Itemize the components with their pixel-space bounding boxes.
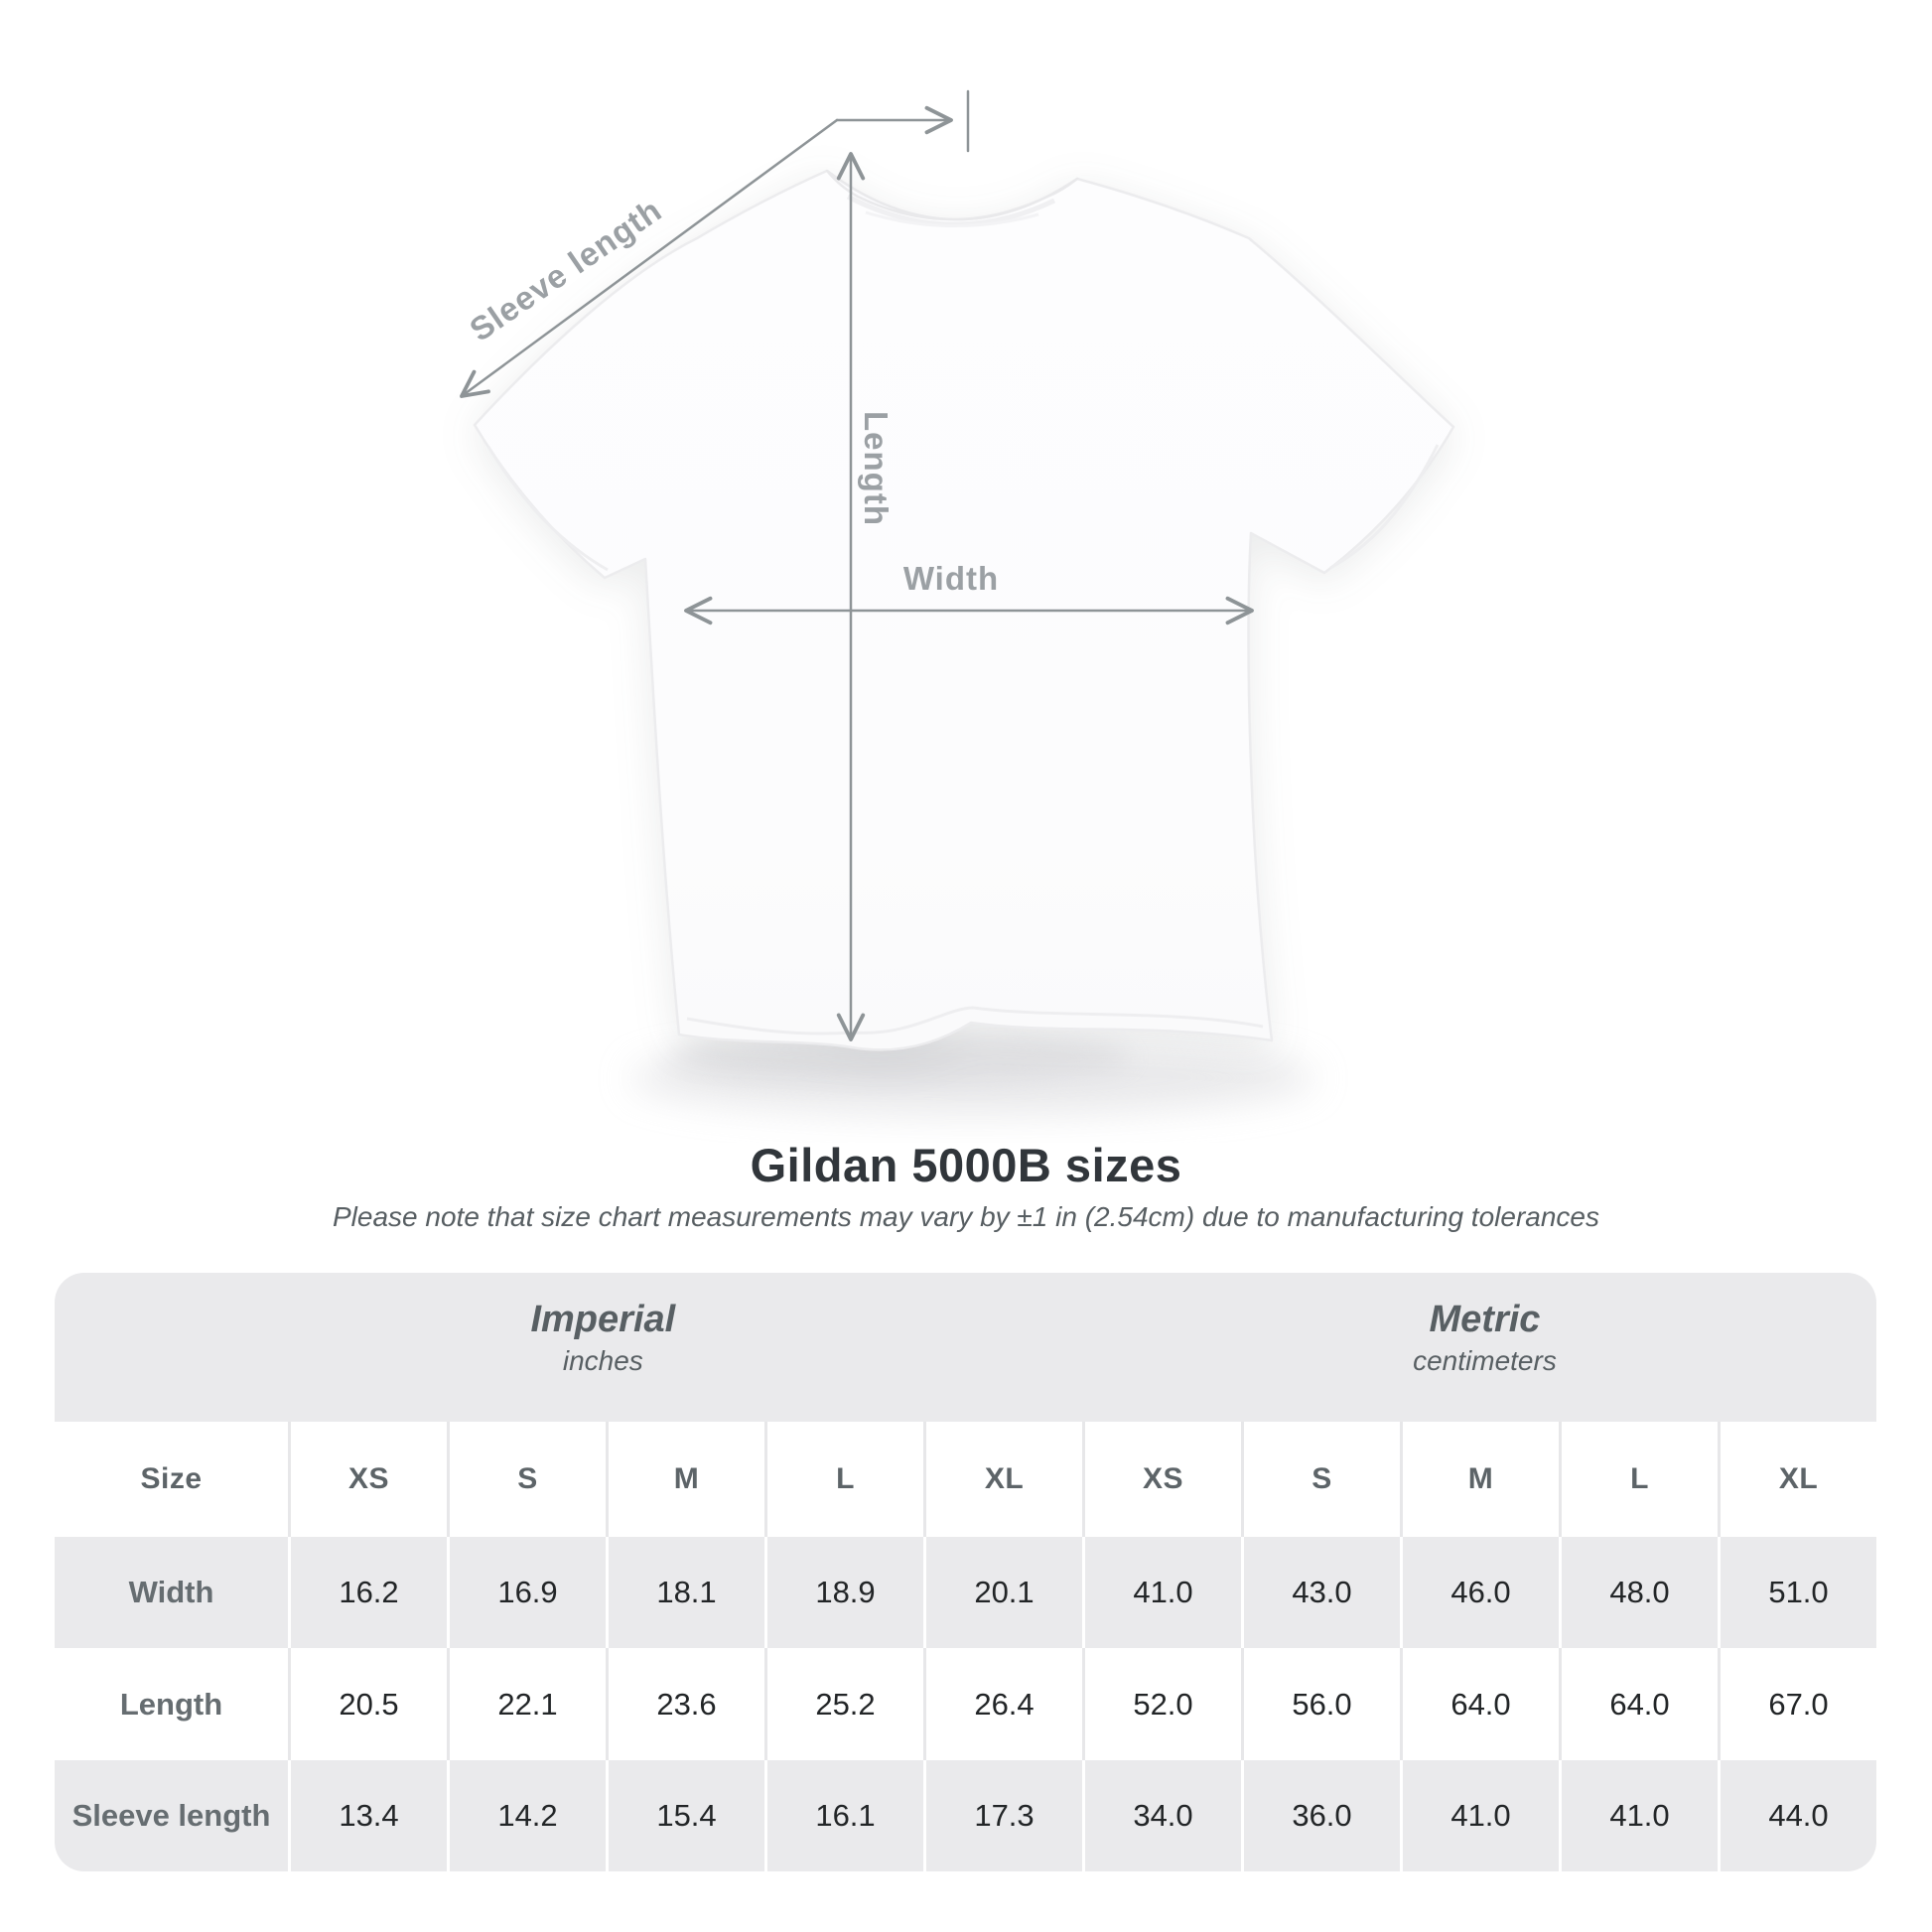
cell-width-metric-s: 43.0 <box>1241 1537 1400 1648</box>
cell-sleeve-length-imperial-m: 15.4 <box>606 1760 764 1871</box>
metric-header-unit: centimeters <box>1413 1345 1557 1376</box>
cell-width-imperial-xs: 16.2 <box>288 1537 447 1648</box>
cell-sleeve-length-metric-s: 36.0 <box>1241 1760 1400 1871</box>
size-col-header-metric-m: M <box>1400 1422 1559 1537</box>
size-col-header-imperial-xl: XL <box>923 1422 1082 1537</box>
cell-sleeve-length-imperial-l: 16.1 <box>764 1760 923 1871</box>
size-header-row: Size XS S M L XL XS S M L XL <box>55 1422 1876 1537</box>
cell-width-metric-xl: 51.0 <box>1718 1537 1876 1648</box>
row-label-length: Length <box>119 1686 223 1722</box>
size-col-header-imperial-s: S <box>447 1422 606 1537</box>
size-col-header-imperial-l: L <box>764 1422 923 1537</box>
size-col-header-imperial-m: M <box>606 1422 764 1537</box>
row-label-width: Width <box>128 1575 214 1609</box>
cell-length-imperial-xs: 20.5 <box>288 1648 447 1760</box>
table-row-sleeve-length: Sleeve length 13.4 14.2 15.4 16.1 17.3 34.0 36.… <box>55 1760 1876 1871</box>
size-col-header-metric-xs: XS <box>1082 1422 1241 1537</box>
collar <box>825 169 1079 221</box>
left-cuff-seam <box>486 446 609 572</box>
tshirt-graphic <box>473 169 1455 1051</box>
cell-sleeve-length-metric-xs: 34.0 <box>1082 1760 1241 1871</box>
cell-width-imperial-s: 16.9 <box>447 1537 606 1648</box>
cell-sleeve-length-imperial-s: 14.2 <box>447 1760 606 1871</box>
size-header-label: Size <box>140 1462 203 1495</box>
size-col-header-metric-s: S <box>1241 1422 1400 1537</box>
cell-sleeve-length-imperial-xs: 13.4 <box>288 1760 447 1871</box>
tshirt-shadow-core <box>665 1035 1132 1082</box>
imperial-header-title: Imperial <box>530 1299 676 1340</box>
hem-seam <box>686 1006 1264 1035</box>
cell-width-metric-m: 46.0 <box>1400 1537 1559 1648</box>
cell-length-imperial-l: 25.2 <box>764 1648 923 1760</box>
imperial-header-unit: inches <box>562 1345 643 1376</box>
cell-length-metric-xl: 67.0 <box>1718 1648 1876 1760</box>
size-col-header-metric-xl: XL <box>1718 1422 1876 1537</box>
cell-length-metric-s: 56.0 <box>1241 1648 1400 1760</box>
cell-sleeve-length-metric-l: 41.0 <box>1559 1760 1718 1871</box>
unit-header-band: Imperial inches Metric centimeters <box>55 1273 1876 1422</box>
metric-header-title: Metric <box>1429 1299 1541 1340</box>
cell-length-imperial-xl: 26.4 <box>923 1648 1082 1760</box>
right-cuff-seam <box>1329 444 1440 570</box>
cell-width-metric-l: 48.0 <box>1559 1537 1718 1648</box>
cell-length-imperial-m: 23.6 <box>606 1648 764 1760</box>
width-label: Width <box>902 560 1000 597</box>
metric-header: Metric centimeters <box>1413 1299 1557 1376</box>
row-label-sleeve-length: Sleeve length <box>71 1798 271 1833</box>
cell-sleeve-length-imperial-xl: 17.3 <box>923 1760 1082 1871</box>
cell-sleeve-length-metric-m: 41.0 <box>1400 1760 1559 1871</box>
cell-length-metric-l: 64.0 <box>1559 1648 1718 1760</box>
collar-seam <box>865 210 1039 227</box>
length-label: Length <box>858 411 895 526</box>
cell-sleeve-length-metric-xl: 44.0 <box>1718 1760 1876 1871</box>
size-col-header-imperial-xs: XS <box>288 1422 447 1537</box>
cell-width-imperial-xl: 20.1 <box>923 1537 1082 1648</box>
page-title: Gildan 5000B sizes <box>750 1139 1182 1191</box>
sleeve-length-label: Sleeve length <box>463 191 669 348</box>
cell-length-imperial-s: 22.1 <box>447 1648 606 1760</box>
sleeve-arrow-diagonal <box>460 118 839 398</box>
collar-inner-shadow <box>846 194 1056 227</box>
cell-length-metric-xs: 52.0 <box>1082 1648 1241 1760</box>
cell-length-metric-m: 64.0 <box>1400 1648 1559 1760</box>
cell-width-metric-xs: 41.0 <box>1082 1537 1241 1648</box>
size-table-rows: Size XS S M L XL XS S M L XL Width 16.2 16.9 18.1 18.9 2… <box>55 1422 1876 1871</box>
tshirt-shadow <box>630 1042 1315 1114</box>
size-col-header-metric-l: L <box>1559 1422 1718 1537</box>
size-table: Imperial inches Metric centimeters Size X… <box>55 1273 1876 1871</box>
imperial-header: Imperial inches <box>530 1299 675 1376</box>
table-row-width: Width 16.2 16.9 18.1 18.9 20.1 41.0 43.0 46.0 48.… <box>55 1537 1876 1648</box>
cell-width-imperial-l: 18.9 <box>764 1537 923 1648</box>
table-row-length: Length 20.5 22.1 23.6 25.2 26.4 52.0 56.0 64.0 64… <box>55 1648 1876 1760</box>
tolerance-note: Please note that size chart measurements… <box>333 1201 1599 1232</box>
cell-width-imperial-m: 18.1 <box>606 1537 764 1648</box>
